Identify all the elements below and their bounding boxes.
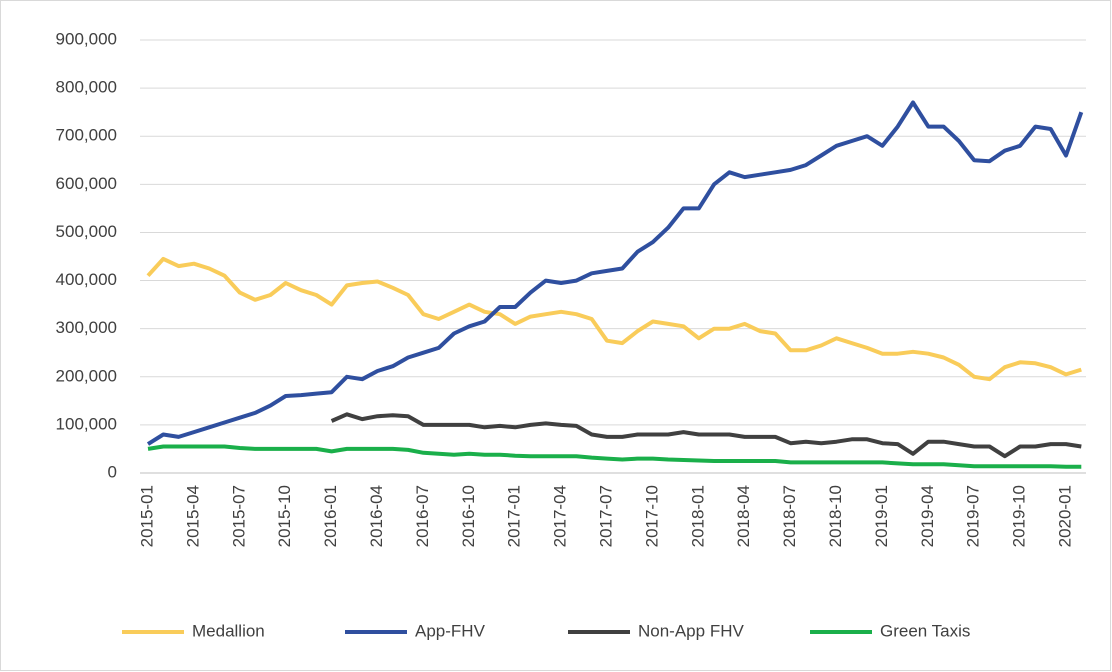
x-tick-label: 2015-10 bbox=[275, 485, 294, 547]
x-tick-label: 2016-04 bbox=[367, 485, 386, 547]
x-tick-label: 2019-04 bbox=[918, 485, 937, 547]
x-tick-label: 2018-10 bbox=[826, 485, 845, 547]
legend-item: App-FHV bbox=[345, 621, 486, 640]
series-line bbox=[146, 256, 1082, 382]
y-tick-label: 500,000 bbox=[56, 222, 117, 241]
x-tick-label: 2015-04 bbox=[183, 485, 202, 547]
y-tick-label: 300,000 bbox=[56, 318, 117, 337]
y-tick-label: 800,000 bbox=[56, 78, 117, 97]
x-tick-label: 2017-01 bbox=[505, 485, 524, 547]
legend-label: App-FHV bbox=[415, 621, 486, 640]
x-tick-label: 2015-07 bbox=[229, 485, 248, 547]
series-line bbox=[330, 412, 1082, 459]
x-tick-label: 2018-01 bbox=[688, 485, 707, 547]
legend-label: Non-App FHV bbox=[638, 621, 744, 640]
x-tick-label: 2016-01 bbox=[321, 485, 340, 547]
x-tick-label: 2019-10 bbox=[1010, 485, 1029, 547]
x-tick-label: 2019-01 bbox=[872, 485, 891, 547]
x-tick-label: 2016-10 bbox=[459, 485, 478, 547]
legend-item: Non-App FHV bbox=[568, 621, 744, 640]
x-tick-label: 2018-07 bbox=[780, 485, 799, 547]
legend-item: Medallion bbox=[122, 621, 265, 640]
y-tick-label: 700,000 bbox=[56, 126, 117, 145]
legend-item: Green Taxis bbox=[810, 621, 970, 640]
x-tick-label: 2017-04 bbox=[551, 485, 570, 547]
y-tick-label: 400,000 bbox=[56, 270, 117, 289]
x-tick-label: 2018-04 bbox=[734, 485, 753, 547]
series-line bbox=[146, 100, 1084, 446]
x-tick-label: 2015-01 bbox=[137, 485, 156, 547]
y-tick-label: 900,000 bbox=[56, 29, 117, 48]
legend-label: Green Taxis bbox=[880, 621, 970, 640]
y-tick-label: 200,000 bbox=[56, 366, 117, 385]
x-tick-label: 2020-01 bbox=[1055, 485, 1074, 547]
y-tick-label: 600,000 bbox=[56, 174, 117, 193]
y-tick-label: 100,000 bbox=[56, 414, 117, 433]
x-tick-label: 2019-07 bbox=[964, 485, 983, 547]
series-line bbox=[147, 444, 1082, 469]
x-tick-label: 2017-07 bbox=[596, 485, 615, 547]
y-tick-label: 0 bbox=[108, 462, 117, 481]
x-tick-label: 2016-07 bbox=[413, 485, 432, 547]
legend-label: Medallion bbox=[192, 621, 265, 640]
x-tick-label: 2017-10 bbox=[642, 485, 661, 547]
